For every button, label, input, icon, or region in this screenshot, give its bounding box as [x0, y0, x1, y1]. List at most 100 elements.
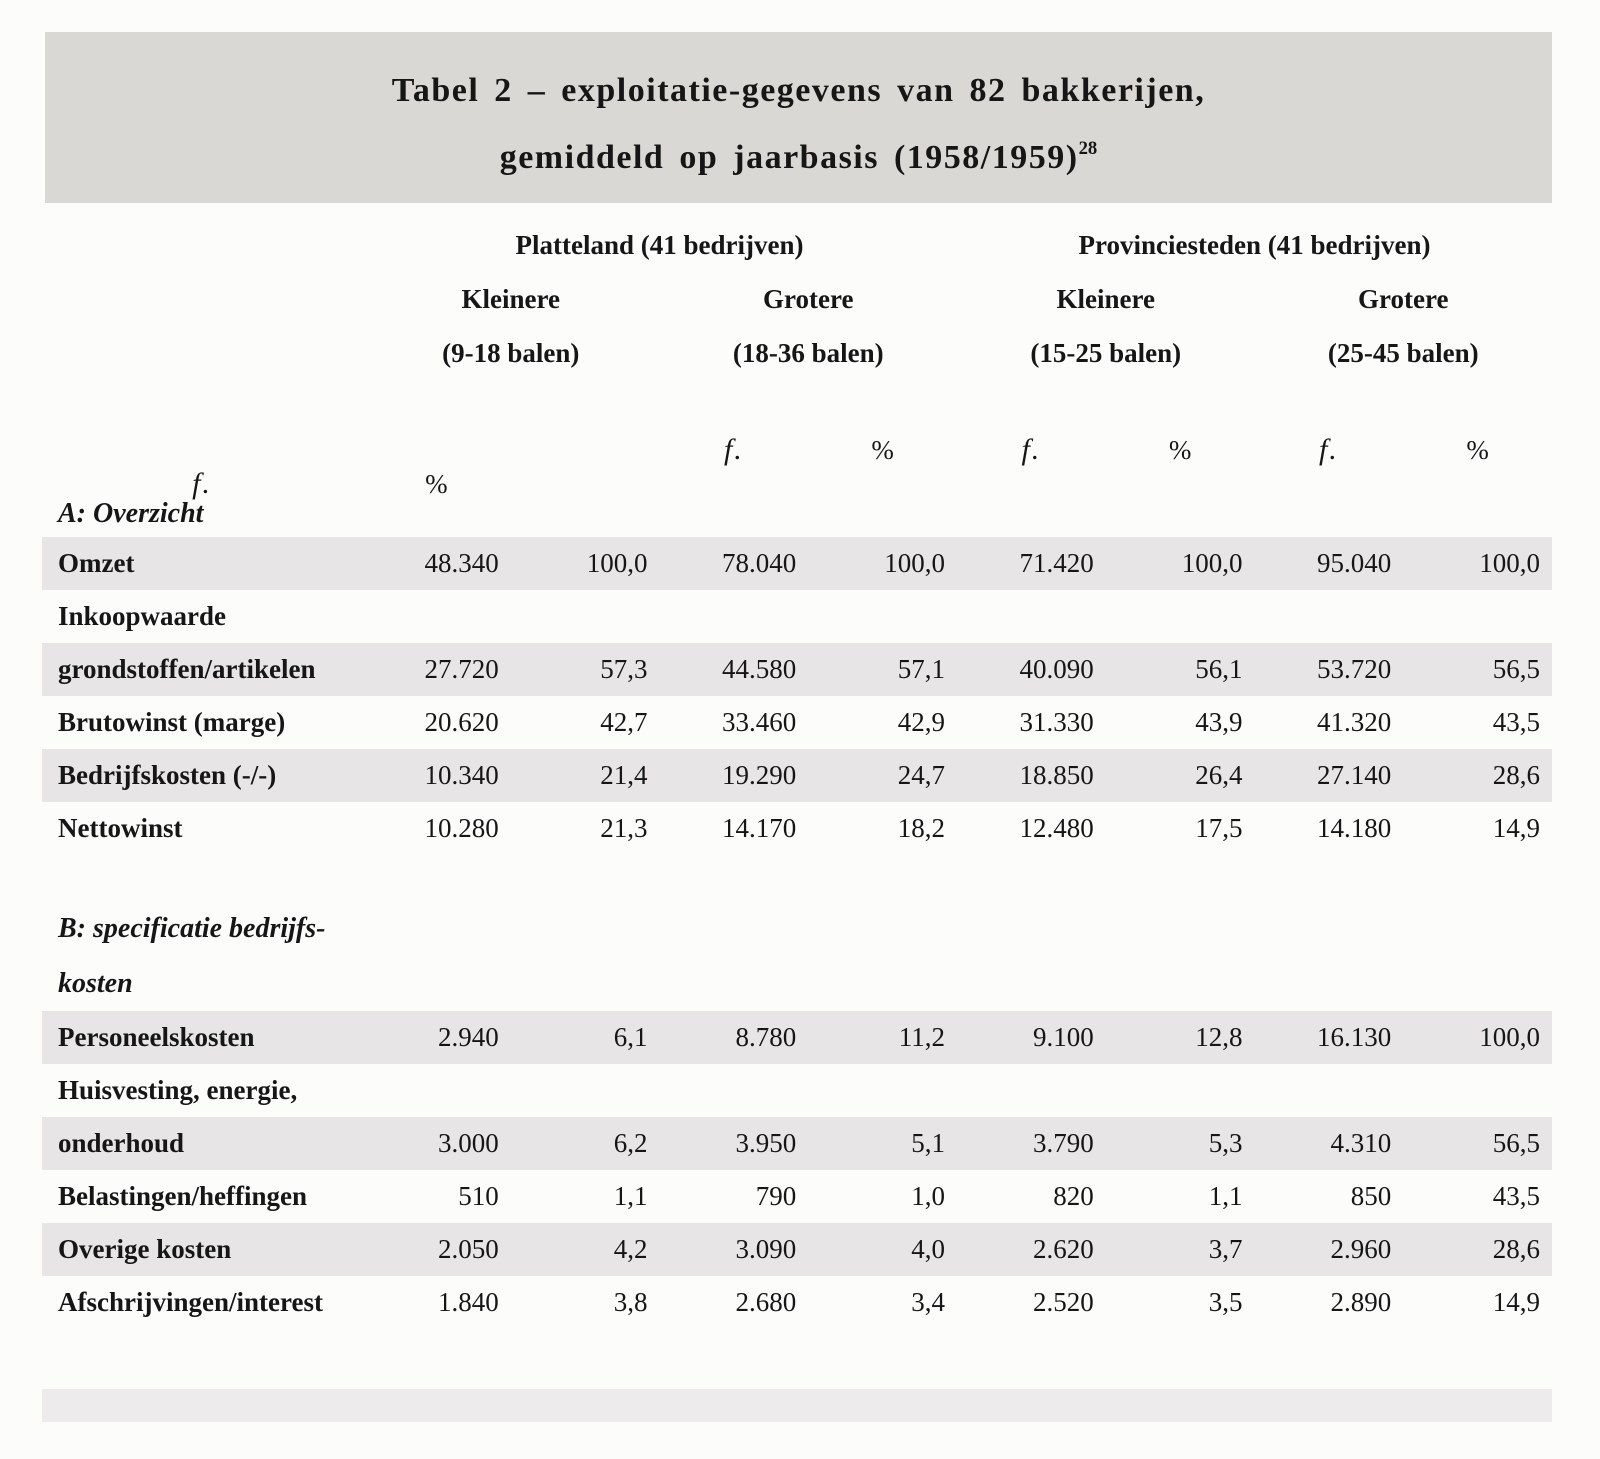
- value-cell: 44.580: [722, 654, 797, 684]
- value-cell: 12.480: [1019, 813, 1094, 843]
- value-cell: 4,2: [613, 1234, 648, 1264]
- size-class-header: Kleinere: [461, 283, 560, 314]
- value-cell: 31.330: [1019, 707, 1094, 737]
- value-cell: 48.340: [424, 548, 499, 578]
- value-cell: 2.520: [1033, 1287, 1094, 1317]
- unit-percent-header: %: [425, 468, 448, 499]
- value-cell: 71.420: [1019, 548, 1094, 578]
- value-cell: 18,2: [897, 813, 945, 843]
- footnote-reference: 28: [1078, 138, 1098, 159]
- value-cell: 2.680: [735, 1287, 797, 1317]
- capacity-range-header: (15-25 balen): [1030, 337, 1182, 368]
- value-cell: 1.840: [438, 1287, 499, 1317]
- table-row: Brutowinst (marge) 20.620 42,7 33.460 42…: [42, 696, 1552, 749]
- column-group-provinciesteden: Provinciesteden (41 bedrijven): [1078, 229, 1431, 260]
- value-cell: 42,7: [600, 707, 648, 737]
- table-row: Nettowinst 10.280 21,3 14.170 18,2 12.48…: [42, 802, 1552, 855]
- table-row: Overige kosten 2.050 4,2 3.090 4,0 2.620…: [42, 1223, 1552, 1276]
- value-cell: 18.850: [1019, 760, 1094, 790]
- value-cell: 10.280: [424, 813, 499, 843]
- row-label: Huisvesting, energie,: [58, 1075, 298, 1105]
- value-cell: 3.950: [735, 1128, 797, 1158]
- unit-guilders-header: f.: [723, 433, 744, 466]
- value-cell: 5,1: [911, 1128, 945, 1158]
- value-cell: 2.050: [438, 1234, 499, 1264]
- row-label: Brutowinst (marge): [58, 707, 286, 737]
- unit-percent-header: %: [1168, 434, 1192, 465]
- value-cell: 14.180: [1317, 813, 1392, 843]
- value-cell: 8.780: [735, 1022, 797, 1052]
- value-cell: 26,4: [1195, 760, 1243, 790]
- value-cell: 21,3: [600, 813, 648, 843]
- unit-guilders-header: f.: [1021, 433, 1042, 466]
- value-cell: 4,0: [911, 1234, 945, 1264]
- value-cell: 2.890: [1330, 1287, 1392, 1317]
- column-group-platteland: Platteland (41 bedrijven): [515, 229, 804, 260]
- value-cell: 43,5: [1492, 707, 1540, 737]
- value-cell: 12,8: [1195, 1022, 1243, 1052]
- value-cell: 100,0: [1479, 1022, 1540, 1052]
- value-cell: 78.040: [722, 548, 797, 578]
- value-cell: 100,0: [586, 548, 648, 578]
- unit-percent-header: %: [1466, 434, 1489, 465]
- table-title-line1: Tabel 2 – exploitatie-gegevens van 82 ba…: [391, 72, 1206, 109]
- table-title-line2-text: gemiddeld op jaarbasis (1958/1959): [499, 139, 1079, 176]
- value-cell: 42,9: [897, 707, 945, 737]
- size-class-header-row: Kleinere Grotere Kleinere Grotere: [42, 281, 1552, 317]
- row-label: grondstoffen/artikelen: [58, 654, 316, 684]
- value-cell: 24,7: [897, 760, 945, 790]
- value-cell: 28,6: [1492, 1234, 1540, 1264]
- table: Platteland (41 bedrijven) Provinciestede…: [42, 227, 1552, 1422]
- value-cell: 14,9: [1492, 813, 1540, 843]
- value-cell: 3.000: [438, 1128, 499, 1158]
- size-class-header: Grotere: [1358, 283, 1449, 314]
- value-cell: 2.620: [1033, 1234, 1094, 1264]
- value-cell: 5,3: [1208, 1128, 1243, 1158]
- unit-guilders-header: f.: [1318, 433, 1339, 466]
- value-cell: 21,4: [600, 760, 648, 790]
- capacity-range-header: (18-36 balen): [732, 337, 884, 368]
- value-cell: 3.790: [1033, 1128, 1094, 1158]
- value-cell: 43,5: [1492, 1181, 1540, 1211]
- table-title-line2: gemiddeld op jaarbasis (1958/1959)28: [45, 120, 1552, 187]
- value-cell: 4.310: [1330, 1128, 1392, 1158]
- table-row: Inkoopwaarde: [42, 590, 1552, 643]
- value-cell: 41.320: [1317, 707, 1392, 737]
- value-cell: 56,5: [1492, 654, 1540, 684]
- row-label: Afschrijvingen/interest: [58, 1287, 323, 1317]
- section-a-heading: A: Overzicht: [58, 498, 204, 529]
- row-label: Bedrijfskosten (-/-): [58, 760, 277, 790]
- row-label: Nettowinst: [58, 813, 183, 843]
- size-class-header: Grotere: [763, 283, 854, 314]
- value-cell: 3,5: [1208, 1287, 1243, 1317]
- row-label: Omzet: [58, 548, 135, 578]
- value-cell: 56,5: [1492, 1128, 1540, 1158]
- size-class-header: Kleinere: [1056, 283, 1155, 314]
- value-cell: 56,1: [1195, 654, 1243, 684]
- value-cell: 14.170: [722, 813, 797, 843]
- unit-header-row: f. % f. % f. % f. %: [42, 433, 1552, 500]
- value-cell: 40.090: [1019, 654, 1094, 684]
- table-row: Huisvesting, energie,: [42, 1064, 1552, 1117]
- value-cell: 2.960: [1330, 1234, 1392, 1264]
- value-cell: 3,8: [613, 1287, 648, 1317]
- capacity-range-header: (9-18 balen): [442, 337, 580, 368]
- value-cell: 53.720: [1317, 654, 1392, 684]
- value-cell: 850: [1350, 1181, 1392, 1211]
- row-label: Belastingen/heffingen: [58, 1181, 308, 1211]
- value-cell: 3,4: [911, 1287, 945, 1317]
- value-cell: 100,0: [1479, 548, 1540, 578]
- value-cell: 19.290: [722, 760, 797, 790]
- value-cell: 57,1: [897, 654, 945, 684]
- value-cell: 510: [458, 1181, 499, 1211]
- unit-percent-header: %: [871, 434, 894, 465]
- value-cell: 820: [1053, 1181, 1094, 1211]
- value-cell: 9.100: [1033, 1022, 1094, 1052]
- table-row: grondstoffen/artikelen 27.720 57,3 44.58…: [42, 643, 1552, 696]
- value-cell: 1,0: [911, 1181, 945, 1211]
- partial-next-row-stripe: [42, 1389, 1552, 1422]
- table-row: Omzet 48.340 100,0 78.040 100,0 71.420 1…: [42, 537, 1552, 590]
- table-row: Personeelskosten 2.940 6,1 8.780 11,2 9.…: [42, 1011, 1552, 1064]
- value-cell: 790: [755, 1181, 797, 1211]
- table-row: onderhoud 3.000 6,2 3.950 5,1 3.790 5,3 …: [42, 1117, 1552, 1170]
